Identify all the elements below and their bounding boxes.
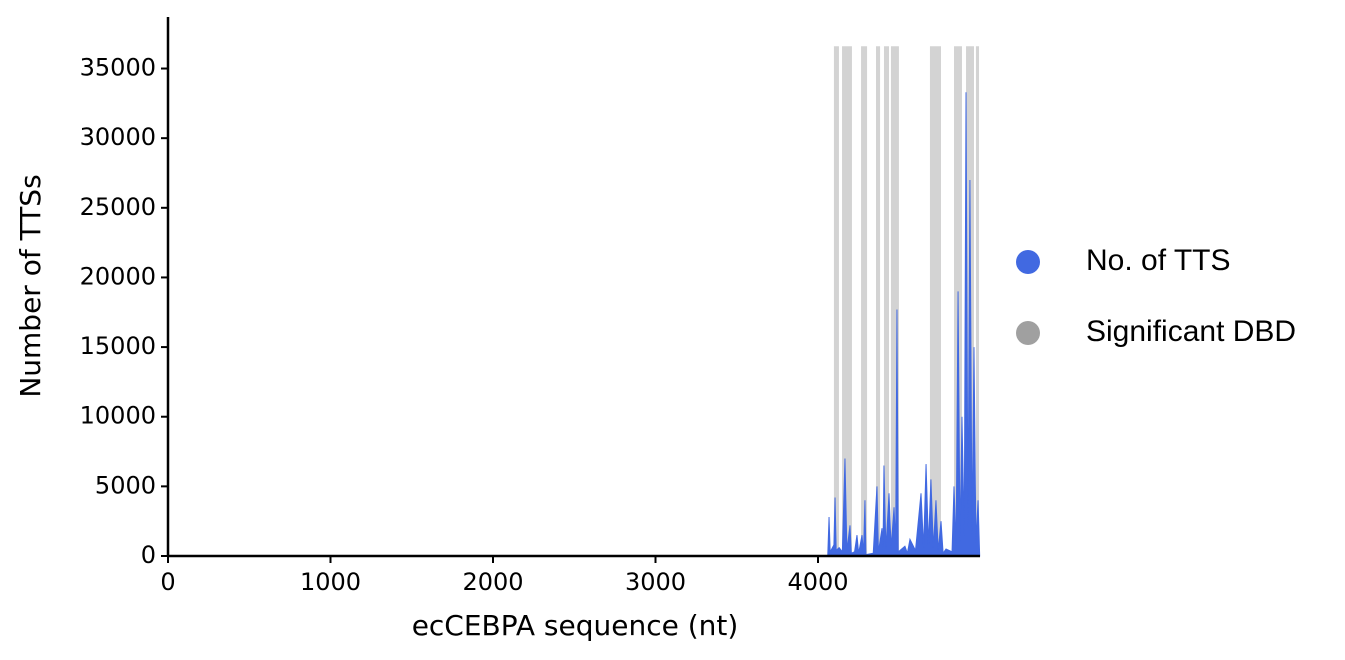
- x-tick-label: 3000: [625, 568, 686, 596]
- dbd-band: [833, 46, 839, 557]
- legend-label: No. of TTS: [1086, 244, 1231, 277]
- dbd-band: [929, 46, 942, 557]
- x-tick-label: 2000: [462, 568, 523, 596]
- dbd-band: [861, 46, 868, 557]
- x-tick-label: 1000: [300, 568, 361, 596]
- legend-marker: [1016, 321, 1040, 345]
- y-tick-label: 15000: [80, 332, 156, 360]
- dbd-band: [975, 46, 980, 557]
- x-axis-label: ecCEBPA sequence (nt): [412, 609, 739, 642]
- y-tick-label: 35000: [80, 54, 156, 82]
- y-tick-label: 0: [141, 541, 156, 569]
- y-tick-label: 20000: [80, 262, 156, 290]
- y-tick-label: 10000: [80, 402, 156, 430]
- dbd-band: [890, 46, 899, 557]
- legend-label: Significant DBD: [1086, 315, 1296, 348]
- x-tick-label: 0: [160, 568, 175, 596]
- y-tick-label: 25000: [80, 193, 156, 221]
- x-tick-label: 4000: [787, 568, 848, 596]
- dbd-band: [883, 46, 890, 557]
- dbd-band: [842, 46, 852, 557]
- dbd-band: [876, 46, 881, 557]
- y-tick-label: 30000: [80, 123, 156, 151]
- legend-marker: [1016, 250, 1040, 274]
- tts-area: [827, 92, 981, 557]
- y-axis-label: Number of TTSs: [14, 174, 47, 397]
- y-tick-label: 5000: [95, 471, 156, 499]
